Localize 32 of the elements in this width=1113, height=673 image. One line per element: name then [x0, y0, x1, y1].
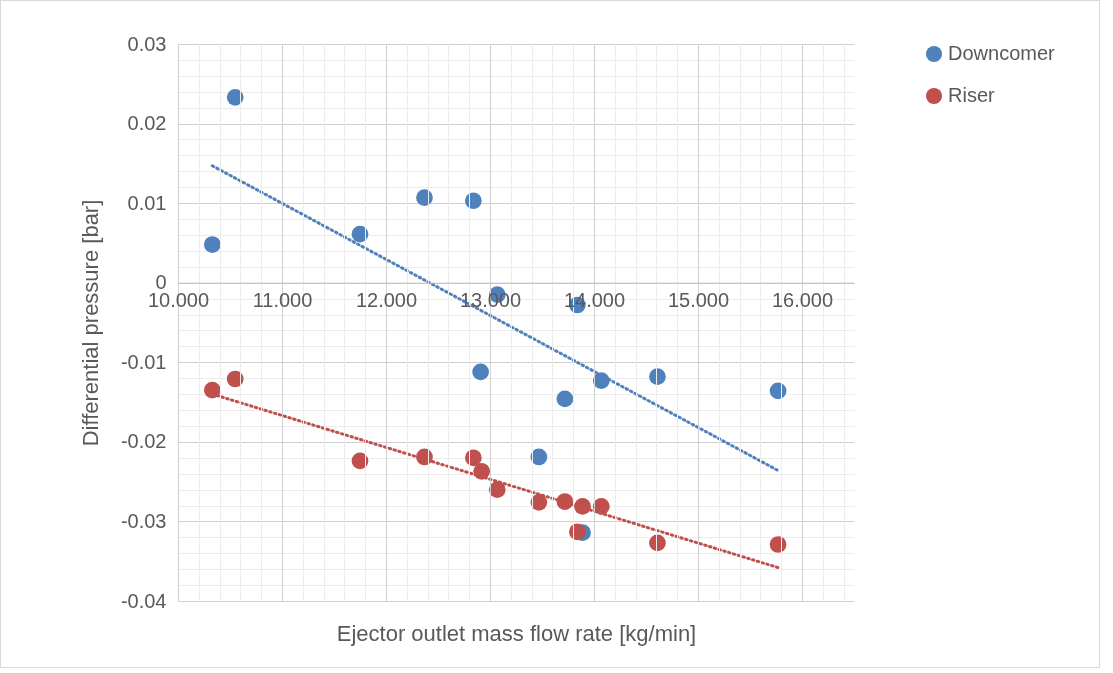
y-axis-title: Differential pressure [bar] [77, 199, 103, 447]
y-tick-label: -0.04 [120, 589, 167, 612]
x-tick-label: 16.000 [771, 289, 834, 312]
x-tick-label: 11.000 [252, 289, 313, 312]
point [203, 236, 221, 253]
y-tick-label: -0.02 [120, 430, 167, 453]
point [649, 368, 666, 385]
x-tick-label: 12.000 [355, 289, 418, 312]
point [769, 382, 787, 400]
point [649, 534, 666, 552]
point [530, 448, 548, 466]
point [416, 189, 433, 206]
y-tick-label: 0.03 [127, 32, 167, 55]
y-tick-label: 0.02 [127, 112, 167, 135]
x-tick-label: 15.000 [667, 289, 730, 312]
point [464, 449, 482, 467]
legend-label: Riser [948, 84, 996, 106]
point [226, 370, 244, 388]
x-axis-title: Ejector outlet mass flow rate [kg/min] [336, 620, 697, 646]
point [351, 225, 369, 243]
y-tick-label: 0.01 [127, 191, 167, 214]
point [556, 390, 574, 408]
legend-label: Downcomer [948, 42, 1056, 64]
y-tick-label: -0.01 [120, 350, 167, 373]
y-tick-label: -0.03 [120, 509, 167, 532]
point [568, 523, 586, 541]
point [488, 481, 506, 498]
point [226, 88, 244, 106]
point [351, 452, 369, 470]
point [769, 536, 787, 553]
point [464, 192, 482, 210]
point [472, 363, 490, 381]
